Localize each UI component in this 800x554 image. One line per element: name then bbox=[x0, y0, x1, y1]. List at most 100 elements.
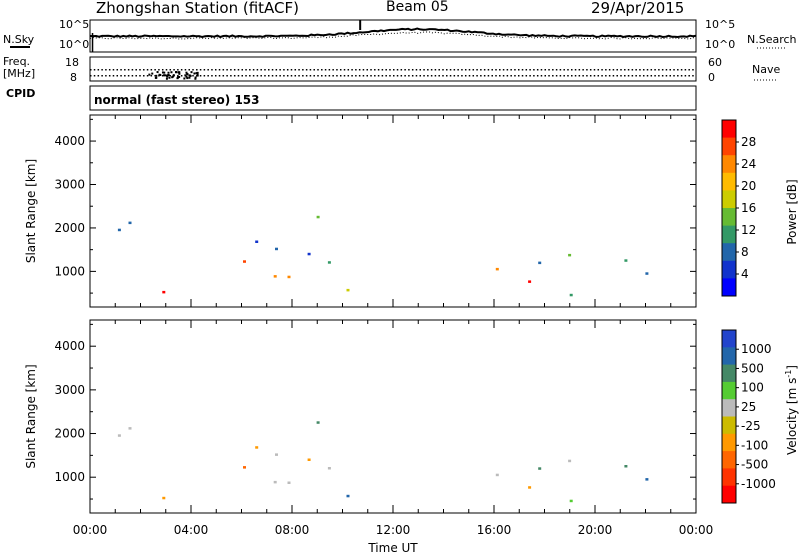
freq-scatter-point bbox=[195, 72, 198, 75]
colorbar-segment bbox=[722, 155, 736, 174]
colorbar-tick-label: 100 bbox=[741, 381, 764, 395]
nave-point bbox=[260, 69, 262, 71]
freq-scatter-point bbox=[185, 71, 188, 74]
nave-point bbox=[536, 69, 539, 71]
freq-point bbox=[669, 75, 671, 77]
nave-point bbox=[480, 69, 482, 71]
freq-scatter-point bbox=[151, 72, 154, 75]
freq-point bbox=[370, 75, 372, 77]
nave-point bbox=[673, 69, 675, 71]
freq-scatter-point bbox=[165, 77, 168, 80]
x-tick-label: 00:00 bbox=[679, 523, 714, 537]
velocity-label-sup: -1 bbox=[784, 370, 793, 378]
nave-point bbox=[495, 69, 497, 71]
freq-point bbox=[480, 75, 482, 77]
radar-cell bbox=[538, 261, 542, 265]
freq-scatter-point bbox=[166, 75, 169, 78]
freq-scatter-point bbox=[167, 71, 170, 74]
nave-point bbox=[442, 69, 444, 71]
freq-point bbox=[684, 75, 687, 77]
nave-label: Nave bbox=[752, 63, 780, 76]
nave-point bbox=[131, 69, 134, 71]
nave-point bbox=[241, 69, 243, 71]
freq-scatter-point bbox=[166, 74, 169, 77]
freq-point bbox=[571, 75, 573, 77]
freq-scatter-point bbox=[189, 74, 192, 77]
freq-point bbox=[552, 75, 554, 77]
nave-point bbox=[366, 69, 368, 71]
radar-cell bbox=[645, 272, 649, 275]
freq-point bbox=[404, 75, 406, 77]
radar-cell bbox=[327, 261, 331, 264]
freq-scatter-point bbox=[176, 76, 179, 79]
colorbar-tick-label: 8 bbox=[741, 245, 749, 259]
colorbar-segment bbox=[722, 208, 736, 227]
freq-point bbox=[491, 75, 493, 77]
radar-cell bbox=[287, 481, 291, 484]
colorbar-segment bbox=[722, 243, 736, 262]
colorbar-segment bbox=[722, 381, 736, 400]
nave-point bbox=[624, 69, 626, 71]
freq-point bbox=[245, 75, 247, 77]
colorbar-tick-label: 28 bbox=[741, 135, 756, 149]
radar-cell bbox=[624, 465, 628, 468]
nave-point bbox=[574, 69, 577, 71]
freq-point bbox=[612, 75, 615, 77]
nave-point bbox=[692, 69, 694, 71]
freq-point bbox=[105, 75, 107, 77]
radar-cell bbox=[117, 228, 121, 232]
nave-point bbox=[328, 69, 331, 71]
nave-point bbox=[483, 69, 486, 71]
nave-point bbox=[393, 69, 395, 71]
nave-point bbox=[684, 69, 687, 71]
nave-point bbox=[313, 69, 315, 71]
freq-scatter-point bbox=[178, 71, 181, 74]
velocity-label-end: ] bbox=[785, 365, 799, 370]
freq-point bbox=[601, 75, 603, 77]
freq-point bbox=[377, 75, 380, 77]
nave-point bbox=[358, 69, 361, 71]
nave-point bbox=[385, 69, 387, 71]
freq-point bbox=[495, 75, 497, 77]
nave-point bbox=[449, 69, 452, 71]
freq-scatter-point bbox=[194, 77, 197, 80]
radar-cell bbox=[162, 290, 166, 294]
radar-cell bbox=[243, 260, 246, 263]
colorbar-tick-label: -25 bbox=[741, 419, 761, 433]
freq-point bbox=[283, 75, 285, 77]
nave-point bbox=[533, 69, 535, 71]
radar-cell bbox=[645, 478, 649, 481]
nave-point bbox=[658, 69, 660, 71]
freq-point bbox=[324, 75, 327, 77]
nave-point bbox=[101, 69, 103, 71]
nave-point bbox=[389, 69, 391, 71]
noise-tick-right: 10^5 bbox=[705, 18, 735, 31]
nave-point bbox=[491, 69, 493, 71]
colorbar-segment bbox=[722, 468, 736, 487]
nave-point bbox=[105, 69, 107, 71]
nave-point bbox=[146, 69, 149, 71]
nave-point bbox=[214, 69, 217, 71]
freq-scatter-point bbox=[164, 74, 167, 77]
freq-scatter-point bbox=[186, 73, 189, 76]
freq-point bbox=[313, 75, 315, 77]
freq-point bbox=[635, 75, 637, 77]
nave-point bbox=[468, 69, 471, 71]
nave-point bbox=[400, 69, 403, 71]
freq-point bbox=[309, 75, 312, 77]
radar-cell bbox=[346, 288, 350, 292]
colorbar-tick-label: -100 bbox=[741, 438, 768, 452]
nave-point bbox=[150, 69, 153, 71]
freq-point bbox=[563, 75, 565, 77]
radar-cell bbox=[287, 275, 291, 279]
nave-point bbox=[283, 69, 285, 71]
colorbar-tick-label: 1000 bbox=[741, 342, 772, 356]
radar-cell bbox=[569, 499, 573, 503]
freq-point bbox=[279, 75, 281, 77]
radar-cell bbox=[255, 446, 259, 449]
freq-point bbox=[203, 75, 206, 77]
colorbar-segment bbox=[722, 172, 736, 191]
nave-point bbox=[487, 69, 490, 71]
freq-point bbox=[154, 75, 156, 77]
nave-point bbox=[233, 69, 236, 71]
